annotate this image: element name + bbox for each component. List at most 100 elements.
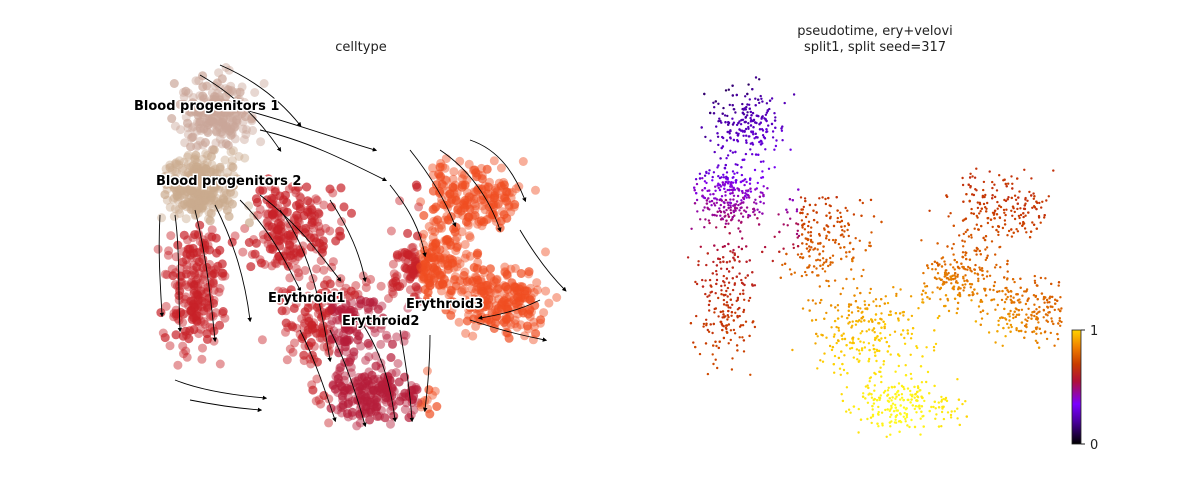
pseudotime-point [1039, 221, 1042, 224]
cell-point [499, 296, 509, 306]
pseudotime-point [1056, 337, 1060, 341]
cell-point [464, 192, 474, 202]
cell-point [387, 279, 397, 289]
cell-point [248, 126, 258, 135]
pseudotime-point [1005, 208, 1008, 211]
pseudotime-point [897, 382, 901, 385]
cell-point [453, 209, 463, 219]
cell-point [342, 347, 351, 357]
pseudotime-point [746, 114, 749, 117]
pseudotime-point [921, 301, 924, 304]
cell-point [194, 268, 204, 278]
cell-point [191, 168, 201, 178]
cell-point [401, 398, 411, 408]
pseudotime-point [1009, 289, 1013, 293]
cell-point [193, 164, 203, 174]
pseudotime-point [860, 320, 863, 323]
velocity-streamline [158, 214, 165, 318]
cell-point [263, 174, 273, 184]
pseudotime-point [927, 266, 930, 270]
cell-point [296, 193, 306, 203]
pseudotime-point [733, 253, 736, 257]
cell-point [388, 283, 398, 293]
cell-point [189, 288, 199, 298]
pseudotime-point [821, 257, 825, 260]
cell-point [344, 399, 353, 409]
cell-point [218, 117, 228, 127]
cell-point [199, 180, 209, 190]
cell-point [412, 268, 421, 278]
pseudotime-point [823, 261, 826, 264]
cell-point [436, 271, 446, 281]
cell-point [395, 196, 405, 206]
pseudotime-point [712, 362, 715, 366]
cell-point [256, 137, 266, 147]
cell-point [217, 271, 227, 281]
pseudotime-point [991, 180, 994, 184]
pseudotime-point [894, 415, 898, 418]
cell-point [327, 334, 337, 344]
pseudotime-point [905, 407, 908, 410]
cell-point [188, 301, 198, 311]
cell-point [315, 227, 325, 237]
cell-point [183, 235, 192, 245]
cell-point [522, 286, 532, 296]
pseudotime-point [890, 399, 893, 402]
cell-point [424, 254, 434, 263]
cell-point [225, 112, 235, 122]
cell-point [364, 307, 374, 317]
pseudotime-point [762, 202, 765, 205]
cell-point [175, 186, 185, 196]
cell-point [211, 308, 221, 318]
cell-point [183, 160, 193, 170]
cell-point [301, 223, 311, 233]
pseudotime-point [718, 188, 722, 192]
pseudotime-point [978, 212, 981, 215]
pseudotime-point [974, 263, 977, 267]
pseudotime-point [940, 395, 943, 399]
pseudotime-point [726, 201, 729, 204]
cell-point [380, 394, 390, 404]
cell-point [413, 284, 423, 294]
pseudotime-point [730, 311, 734, 314]
pseudotime-point [726, 182, 730, 185]
pseudotime-point [857, 431, 860, 434]
cell-point [212, 78, 222, 88]
pseudotime-point [998, 204, 1001, 207]
cell-point [306, 220, 316, 230]
cell-point [214, 183, 224, 193]
pseudotime-point [985, 256, 989, 260]
cell-point [458, 210, 468, 220]
pseudotime-point [872, 300, 875, 303]
pseudotime-point [995, 263, 998, 267]
cell-point [471, 272, 480, 282]
cell-point [204, 176, 214, 186]
cell-point [318, 321, 328, 331]
cell-point [454, 317, 464, 327]
pseudotime-point [740, 206, 743, 209]
cell-point [303, 303, 313, 313]
pseudotime-point [836, 209, 839, 212]
cell-point [325, 279, 335, 289]
cell-point [350, 313, 360, 323]
cell-point [485, 177, 494, 187]
cell-point [361, 402, 371, 412]
cell-point [373, 304, 383, 314]
cell-point [198, 163, 208, 173]
cell-point [256, 258, 266, 268]
cell-point [501, 282, 511, 292]
pseudotime-point [705, 322, 708, 325]
cell-point [419, 274, 429, 284]
cell-point [209, 285, 219, 295]
pseudotime-point [752, 207, 755, 211]
pseudotime-point [967, 235, 971, 238]
cell-point [416, 265, 426, 275]
cell-point [432, 402, 442, 411]
cell-point [207, 116, 217, 125]
pseudotime-point [744, 95, 747, 98]
pseudotime-point [890, 413, 893, 416]
pseudotime-point [1003, 198, 1006, 202]
pseudotime-point [976, 292, 979, 295]
cell-point [167, 114, 177, 123]
pseudotime-point [744, 152, 748, 156]
